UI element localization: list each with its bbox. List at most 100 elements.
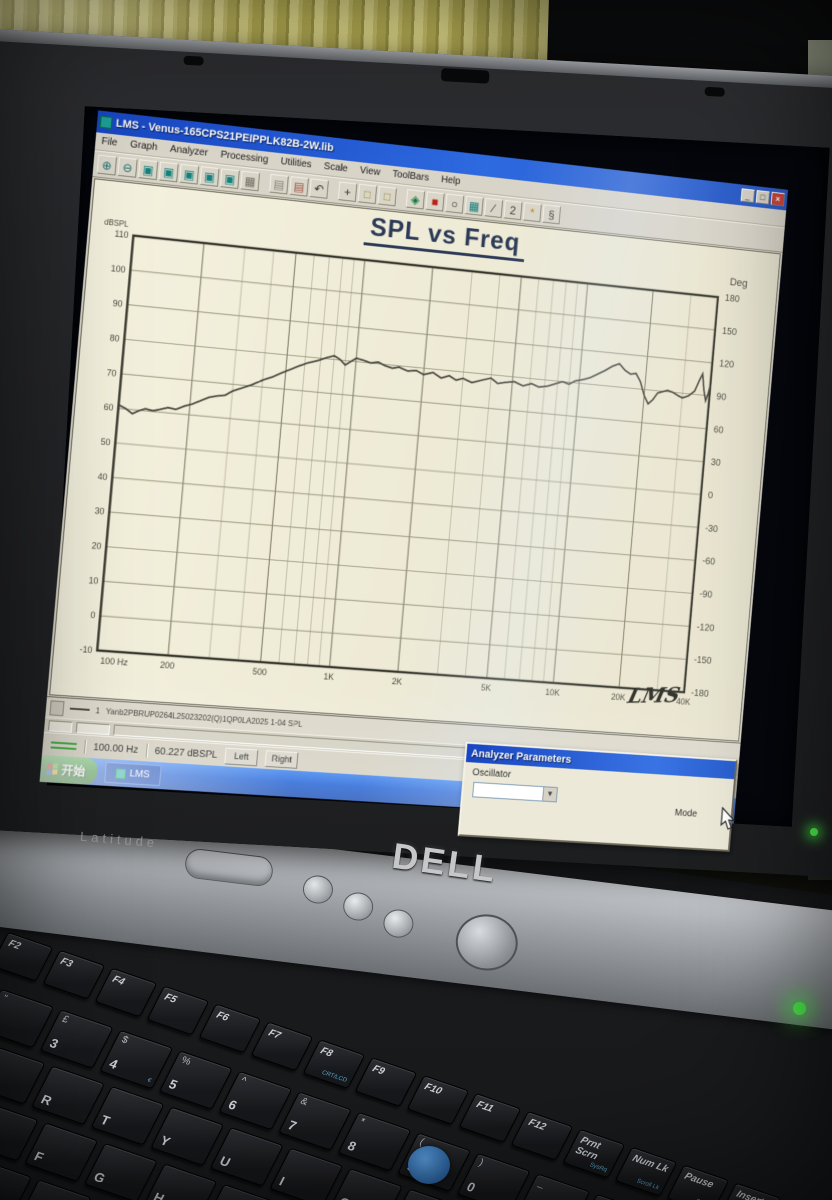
key-8[interactable]: * 8 (337, 1111, 412, 1172)
menu-item-toolbars[interactable]: ToolBars (392, 168, 430, 184)
key-r[interactable]: R (31, 1065, 106, 1126)
graph-window-icon[interactable]: ▣ (137, 159, 159, 181)
menu-item-utilities[interactable]: Utilities (280, 156, 312, 171)
key-6[interactable]: ^ 6 (218, 1070, 293, 1131)
maximize-button[interactable]: □ (755, 190, 771, 205)
volume-button[interactable] (301, 873, 335, 906)
svg-text:80: 80 (109, 333, 120, 344)
curve-doc-icon[interactable]: ▤ (289, 176, 309, 197)
key-3[interactable]: £3 (39, 1009, 114, 1069)
spl-curve (118, 315, 711, 466)
menu-item-processing[interactable]: Processing (220, 149, 269, 166)
mute-button[interactable] (381, 907, 416, 940)
svg-text:500: 500 (252, 666, 267, 677)
svg-text:-30: -30 (705, 523, 719, 535)
stop-icon[interactable]: ■ (425, 191, 445, 212)
svg-text:70: 70 (106, 367, 117, 378)
svg-text:110: 110 (114, 229, 129, 240)
menu-item-view[interactable]: View (359, 165, 381, 179)
menu-item-graph[interactable]: Graph (129, 139, 158, 154)
svg-text:1K: 1K (323, 671, 334, 682)
minimize-button[interactable]: _ (740, 188, 755, 204)
panel-icon[interactable]: □ (377, 185, 397, 207)
gear-icon[interactable]: * (522, 202, 542, 223)
key-0[interactable]: ) 0 (456, 1152, 531, 1200)
run-sweep-icon[interactable]: ◈ (405, 189, 426, 210)
graph-window-icon[interactable]: ▣ (199, 166, 220, 187)
svg-text:dBSPL: dBSPL (104, 217, 129, 229)
panel-icon[interactable]: □ (357, 183, 378, 205)
lms-app-icon (99, 115, 113, 129)
key-y[interactable]: Y (150, 1106, 225, 1167)
power-pill-button[interactable] (183, 847, 275, 888)
status-legend-marks (50, 740, 77, 750)
start-button[interactable]: 开始 (39, 754, 99, 786)
trackpoint-nub[interactable] (408, 1146, 450, 1184)
scale-grid-icon[interactable]: ▦ (464, 195, 484, 216)
laptop-screen: LMS - Venus-165CPS21PEIPPLK82B-2W.lib _ … (39, 106, 830, 852)
svg-text:100: 100 (111, 263, 126, 275)
menu-item-scale[interactable]: Scale (323, 161, 349, 175)
graph-window-icon[interactable]: ▣ (179, 163, 200, 185)
cursor-level-readout: 60.227 dBSPL (154, 745, 218, 761)
svg-text:-60: -60 (702, 556, 716, 568)
key-7[interactable]: & 7 (277, 1091, 353, 1151)
chevron-down-icon: ▼ (542, 787, 557, 802)
svg-text:-150: -150 (693, 655, 712, 667)
record-icon[interactable]: ○ (444, 193, 465, 214)
svg-text:20: 20 (91, 540, 102, 551)
oscillator-label: Oscillator (471, 767, 512, 781)
graph-window-icon[interactable]: ▣ (158, 161, 179, 183)
key-f[interactable]: F (24, 1122, 99, 1182)
pencil-icon[interactable]: ∕ (484, 197, 504, 219)
memory-field[interactable] (48, 719, 73, 733)
key-5[interactable]: % 5 (158, 1050, 233, 1110)
svg-text:90: 90 (716, 392, 727, 403)
left-channel-button[interactable]: Left (224, 747, 259, 766)
divider (145, 743, 148, 758)
cursor-icon[interactable]: + (337, 181, 358, 202)
graph-window-icon[interactable]: ▣ (219, 168, 240, 190)
media-dial-button[interactable] (452, 910, 521, 975)
menu-item-help[interactable]: Help (440, 174, 461, 188)
svg-text:30: 30 (94, 506, 105, 517)
svg-text:-90: -90 (699, 589, 713, 601)
key-g[interactable]: G (83, 1142, 158, 1200)
menu-item-file[interactable]: File (100, 135, 118, 149)
key-t[interactable]: T (90, 1085, 165, 1146)
key-o[interactable]: O (328, 1168, 403, 1200)
macro-icon[interactable]: § (542, 204, 562, 225)
legend-line-sample (69, 707, 90, 711)
right-channel-button[interactable]: Right (264, 749, 299, 769)
svg-text:120: 120 (719, 359, 735, 371)
key-4[interactable]: $4 € (99, 1029, 174, 1090)
bezel-latch (440, 68, 490, 84)
svg-text:5K: 5K (481, 683, 492, 693)
key-h[interactable]: H (143, 1163, 218, 1200)
lms-application-window: LMS - Venus-165CPS21PEIPPLK82B-2W.lib _ … (39, 110, 788, 852)
grid-icon[interactable]: ▦ (240, 170, 261, 192)
svg-text:0: 0 (90, 610, 96, 620)
menu-item-analyzer[interactable]: Analyzer (169, 143, 209, 159)
cursor-field[interactable] (75, 721, 111, 735)
legend-series-index: 1 (95, 705, 101, 716)
svg-text:200: 200 (160, 660, 175, 671)
taskbar-item-lms[interactable]: LMS (104, 761, 162, 787)
volume-button[interactable] (341, 890, 375, 923)
zoom-in-icon[interactable]: ⊕ (96, 154, 118, 176)
undo-icon[interactable]: ↶ (309, 178, 329, 199)
library-icon[interactable]: ▤ (268, 173, 289, 195)
legend-index-cell (49, 699, 65, 716)
oscillator-dropdown[interactable]: ▼ (472, 781, 558, 803)
mouse-cursor (720, 807, 737, 831)
key-u[interactable]: U (209, 1127, 284, 1187)
divider (83, 739, 87, 754)
svg-text:180: 180 (724, 293, 740, 305)
bezel-bumper (704, 86, 725, 97)
zoom-out-icon[interactable]: ⊖ (117, 156, 138, 178)
svg-text:Deg: Deg (729, 276, 748, 289)
close-button[interactable]: × (770, 191, 786, 207)
curve-edit-icon[interactable]: 2 (503, 199, 523, 221)
key-i[interactable]: I (269, 1147, 344, 1200)
